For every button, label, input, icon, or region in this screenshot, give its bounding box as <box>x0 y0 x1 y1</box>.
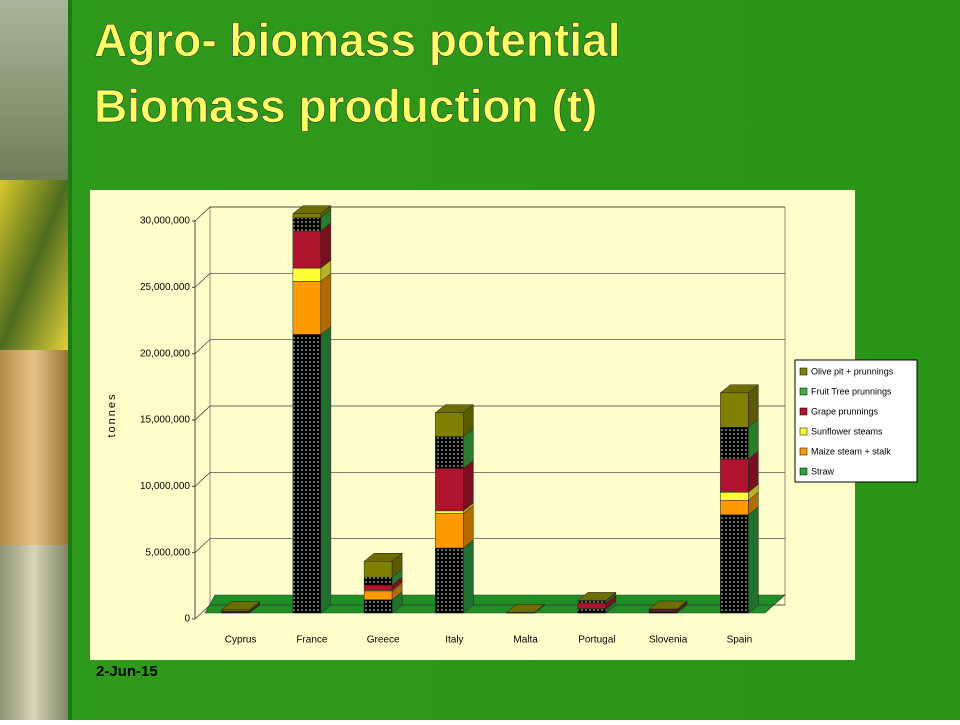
legend-box <box>795 360 917 482</box>
bar-front <box>364 585 392 590</box>
bar-segment <box>293 273 331 334</box>
legend-label: Maize steam + stalk <box>811 446 891 456</box>
x-tick-label: France <box>296 635 328 646</box>
bar-front <box>293 218 321 231</box>
bar-front <box>364 561 392 577</box>
x-tick-label: Slovenia <box>649 635 688 646</box>
bar-front <box>720 500 748 515</box>
photo <box>0 0 68 180</box>
x-tick-label: Cyprus <box>225 635 257 646</box>
bar-side <box>321 273 331 334</box>
bar-front <box>364 577 392 585</box>
bar-front <box>435 548 463 613</box>
bar-segment <box>435 540 473 613</box>
bar-front <box>293 268 321 281</box>
date: 2-Jun-15 <box>96 663 158 680</box>
bar-front <box>364 600 392 613</box>
x-tick-label: Greece <box>367 635 400 646</box>
y-axis-label: tonnes <box>106 392 118 437</box>
y-tick-label: 30,000,000 <box>140 216 190 227</box>
bar-front <box>293 214 321 218</box>
bar-front <box>720 427 748 459</box>
bar-front <box>435 511 463 514</box>
x-tick-label: Malta <box>513 635 538 646</box>
subtitle: Biomass production (t) <box>94 80 597 132</box>
bar-front <box>293 281 321 334</box>
y-tick-label: 10,000,000 <box>140 481 190 492</box>
x-tick-label: Italy <box>445 635 463 646</box>
y-tick-label: 0 <box>184 614 190 625</box>
legend-label: Olive pit + prunnings <box>811 366 894 376</box>
legend-swatch <box>800 428 807 435</box>
legend-swatch <box>800 448 807 455</box>
bar-side <box>748 507 758 613</box>
bar-segment <box>293 326 331 613</box>
photo <box>0 545 68 720</box>
y-tick-label: 15,000,000 <box>140 415 190 426</box>
bar-front <box>293 334 321 613</box>
bar-front <box>720 515 748 613</box>
legend-label: Sunflower steams <box>811 426 883 436</box>
bar-front <box>578 601 606 603</box>
bar-front <box>578 603 606 608</box>
bar-side <box>321 326 331 613</box>
bar-front <box>720 492 748 500</box>
title: Agro- biomass potential <box>94 14 620 66</box>
bar-front <box>578 609 606 613</box>
bar-front <box>435 468 463 510</box>
photo <box>0 350 68 545</box>
photo <box>0 180 68 350</box>
legend-label: Fruit Tree prunnings <box>811 386 892 396</box>
bar-front <box>720 459 748 492</box>
legend-swatch <box>800 408 807 415</box>
y-tick-label: 20,000,000 <box>140 348 190 359</box>
legend-swatch <box>800 468 807 475</box>
legend-swatch <box>800 388 807 395</box>
bar-front <box>720 393 748 427</box>
x-tick-label: Spain <box>727 635 753 646</box>
bar-side <box>463 540 473 613</box>
divider <box>68 0 72 720</box>
bar-front <box>364 592 392 600</box>
y-tick-label: 5,000,000 <box>146 547 191 558</box>
y-tick-label: 25,000,000 <box>140 282 190 293</box>
bar-front <box>435 514 463 548</box>
legend-label: Straw <box>811 466 835 476</box>
bar-segment <box>720 507 758 613</box>
legend-label: Grape prunnings <box>811 406 879 416</box>
bar-front <box>435 437 463 469</box>
floor <box>205 595 785 613</box>
bar-front <box>435 413 463 437</box>
bar-side <box>463 460 473 510</box>
bar-front <box>293 231 321 268</box>
x-tick-label: Portugal <box>578 635 615 646</box>
legend-swatch <box>800 368 807 375</box>
